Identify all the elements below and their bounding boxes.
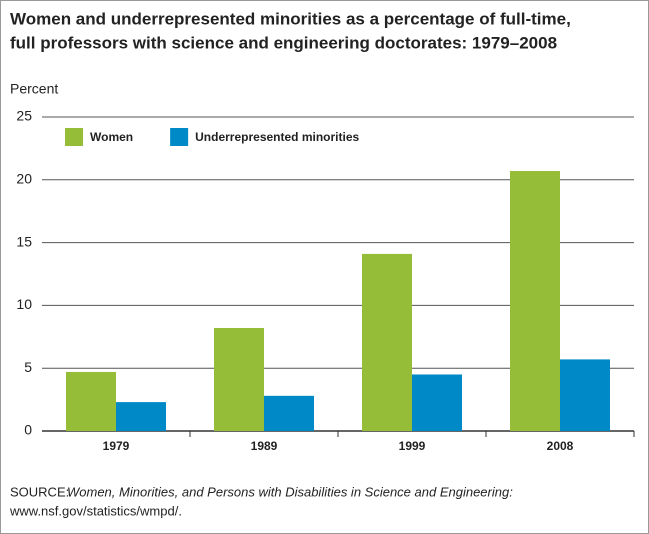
y-tick-label: 5 — [24, 359, 32, 375]
bar — [214, 328, 264, 431]
bar — [362, 253, 412, 431]
bar — [510, 171, 560, 431]
bar — [116, 402, 166, 431]
x-tick-label: 1989 — [251, 439, 278, 453]
legend-swatch — [170, 128, 189, 146]
chart-title: full professors with science and enginee… — [10, 33, 557, 52]
source-label: SOURCE: — [10, 484, 69, 499]
x-tick-label: 1999 — [399, 439, 426, 453]
x-tick-label: 1979 — [103, 439, 130, 453]
x-tick-label: 2008 — [547, 439, 574, 453]
legend-label: Underrepresented minorities — [195, 130, 359, 144]
legend-label: Women — [90, 130, 133, 144]
bar — [560, 359, 610, 431]
bar — [66, 371, 116, 431]
bar — [412, 374, 462, 431]
source-url: www.nsf.gov/statistics/wmpd/. — [9, 503, 182, 518]
y-tick-label: 0 — [24, 422, 32, 438]
bar — [264, 395, 314, 431]
chart-title: Women and underrepresented minorities as… — [10, 9, 571, 28]
legend-swatch — [65, 128, 83, 146]
source-title: Women, Minorities, and Persons with Disa… — [67, 484, 513, 499]
y-axis-label: Percent — [10, 81, 58, 97]
y-tick-label: 10 — [16, 296, 32, 312]
y-tick-label: 20 — [16, 171, 32, 187]
y-tick-label: 15 — [16, 233, 32, 249]
y-tick-label: 25 — [16, 108, 32, 124]
